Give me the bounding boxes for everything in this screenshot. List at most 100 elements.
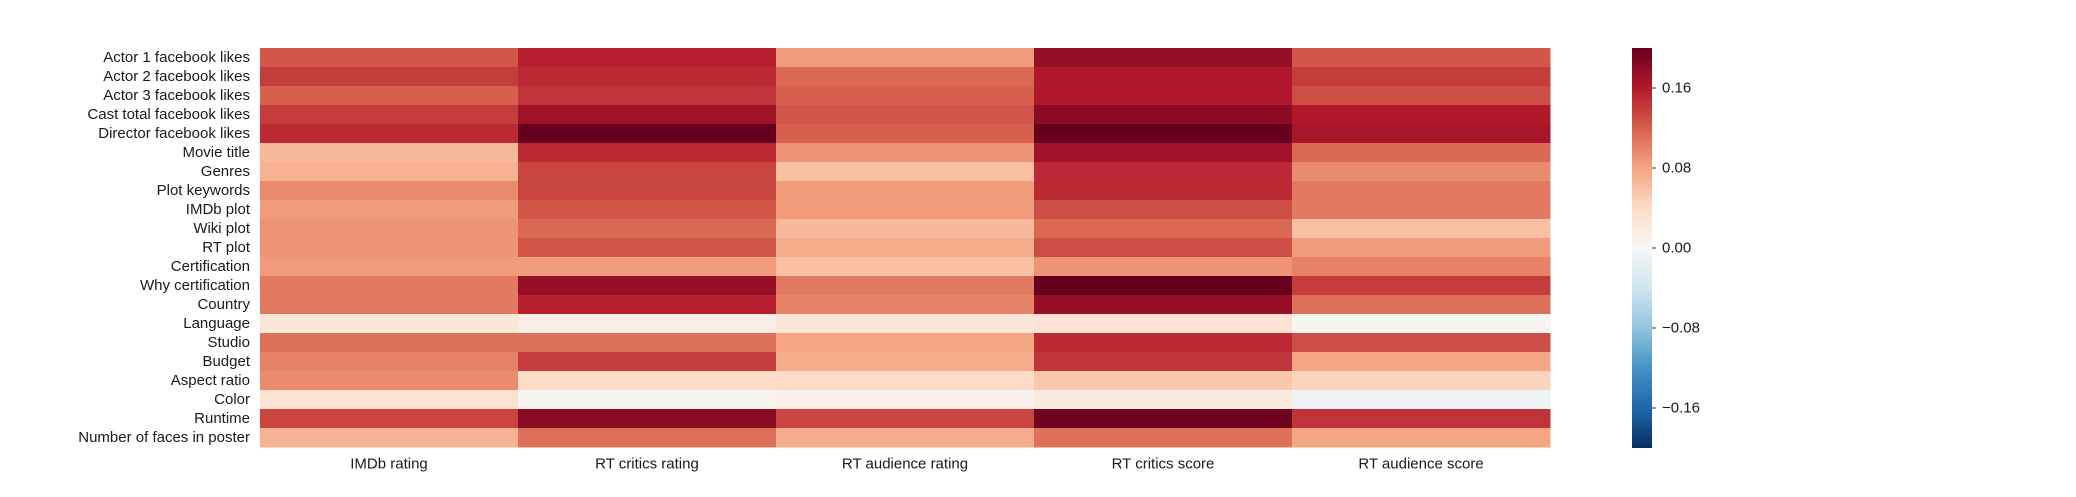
heatmap-cell bbox=[518, 124, 777, 144]
heatmap-cell bbox=[1034, 295, 1293, 315]
heatmap-cell bbox=[1034, 67, 1293, 87]
row-label: Certification bbox=[171, 258, 250, 275]
row-label: Language bbox=[183, 315, 250, 332]
heatmap-cell bbox=[260, 181, 519, 201]
heatmap-cell bbox=[776, 409, 1035, 429]
heatmap-cell bbox=[260, 219, 519, 239]
heatmap-cell bbox=[518, 238, 777, 258]
heatmap-cell bbox=[518, 314, 777, 334]
heatmap-cell bbox=[1292, 200, 1551, 220]
heatmap-cell bbox=[776, 105, 1035, 125]
heatmap-cell bbox=[1292, 295, 1551, 315]
colorbar-ticks: 0.16 0.08 0.00 −0.08 −0.16 bbox=[1652, 80, 1700, 417]
heatmap-cell bbox=[776, 143, 1035, 163]
heatmap-cell bbox=[776, 276, 1035, 296]
heatmap-cell bbox=[776, 162, 1035, 182]
row-label: Aspect ratio bbox=[171, 372, 250, 389]
heatmap-cell bbox=[1034, 181, 1293, 201]
heatmap-cell bbox=[1292, 428, 1551, 448]
heatmap-cell bbox=[776, 219, 1035, 239]
heatmap-cell bbox=[776, 295, 1035, 315]
heatmap-cell bbox=[1292, 181, 1551, 201]
heatmap-cell bbox=[1292, 257, 1551, 277]
heatmap-cell bbox=[260, 314, 519, 334]
row-label: Actor 3 facebook likes bbox=[103, 87, 250, 104]
heatmap-cell bbox=[518, 428, 777, 448]
row-label: IMDb plot bbox=[186, 201, 251, 218]
row-label: Cast total facebook likes bbox=[87, 106, 250, 123]
column-label: IMDb rating bbox=[350, 456, 428, 473]
heatmap-cell bbox=[776, 86, 1035, 106]
heatmap-cell bbox=[1034, 162, 1293, 182]
heatmap-cell bbox=[1292, 238, 1551, 258]
heatmap-cell bbox=[518, 276, 777, 296]
heatmap-cell bbox=[260, 390, 519, 410]
heatmap-cell bbox=[260, 86, 519, 106]
row-label: Runtime bbox=[194, 410, 250, 427]
heatmap-cell bbox=[776, 352, 1035, 372]
heatmap-cell bbox=[776, 371, 1035, 391]
heatmap-cell bbox=[776, 67, 1035, 87]
heatmap-cell bbox=[1034, 48, 1293, 68]
heatmap-cell bbox=[260, 143, 519, 163]
heatmap-cell bbox=[260, 371, 519, 391]
heatmap-cell bbox=[518, 105, 777, 125]
heatmap-cell bbox=[1034, 352, 1293, 372]
heatmap-cell bbox=[776, 333, 1035, 353]
heatmap-cell bbox=[1292, 352, 1551, 372]
heatmap-cell bbox=[260, 238, 519, 258]
heatmap-cell bbox=[1292, 219, 1551, 239]
heatmap-cell bbox=[260, 295, 519, 315]
heatmap-cell bbox=[518, 67, 777, 87]
heatmap-cell bbox=[518, 48, 777, 68]
heatmap-cell bbox=[1034, 200, 1293, 220]
column-label: RT audience score bbox=[1358, 456, 1483, 473]
heatmap-cell bbox=[260, 428, 519, 448]
row-label: Actor 1 facebook likes bbox=[103, 49, 250, 66]
heatmap-cell bbox=[1034, 143, 1293, 163]
column-label: RT critics score bbox=[1112, 456, 1215, 473]
heatmap-cell bbox=[1292, 67, 1551, 87]
colorbar-tick-label: 0.08 bbox=[1662, 160, 1691, 177]
heatmap-cell bbox=[1292, 124, 1551, 144]
heatmap-cell bbox=[518, 390, 777, 410]
row-label: Country bbox=[197, 296, 250, 313]
heatmap-cells bbox=[260, 48, 1551, 448]
heatmap-cell bbox=[518, 143, 777, 163]
heatmap-cell bbox=[776, 124, 1035, 144]
heatmap-cell bbox=[1292, 371, 1551, 391]
row-label: Wiki plot bbox=[193, 220, 251, 237]
row-label: Number of faces in poster bbox=[78, 429, 250, 446]
heatmap-cell bbox=[776, 181, 1035, 201]
heatmap-cell bbox=[1034, 86, 1293, 106]
heatmap-cell bbox=[1034, 333, 1293, 353]
heatmap-cell bbox=[1292, 86, 1551, 106]
heatmap-cell bbox=[1034, 105, 1293, 125]
heatmap-cell bbox=[1034, 314, 1293, 334]
heatmap-cell bbox=[1034, 409, 1293, 429]
heatmap-cell bbox=[1292, 48, 1551, 68]
row-label: Budget bbox=[202, 353, 250, 370]
row-labels: Actor 1 facebook likes Actor 2 facebook l… bbox=[78, 49, 251, 446]
heatmap-cell bbox=[1292, 276, 1551, 296]
heatmap-cell bbox=[776, 200, 1035, 220]
heatmap-cell bbox=[1034, 238, 1293, 258]
row-label: Genres bbox=[201, 163, 250, 180]
heatmap-cell bbox=[1292, 409, 1551, 429]
row-label: Movie title bbox=[182, 144, 250, 161]
heatmap-cell bbox=[518, 200, 777, 220]
colorbar: 0.16 0.08 0.00 −0.08 −0.16 bbox=[1632, 48, 1700, 448]
heatmap-cell bbox=[518, 352, 777, 372]
heatmap-cell bbox=[518, 371, 777, 391]
heatmap-cell bbox=[260, 200, 519, 220]
heatmap-cell bbox=[260, 409, 519, 429]
heatmap-cell bbox=[260, 105, 519, 125]
heatmap-cell bbox=[1034, 390, 1293, 410]
column-label: RT audience rating bbox=[842, 456, 968, 473]
column-labels: IMDb rating RT critics rating RT audience … bbox=[350, 456, 1483, 473]
row-label: Why certification bbox=[140, 277, 250, 294]
heatmap-cell bbox=[776, 238, 1035, 258]
colorbar-tick-label: 0.00 bbox=[1662, 240, 1691, 257]
heatmap-cell bbox=[1292, 105, 1551, 125]
row-label: Studio bbox=[207, 334, 250, 351]
